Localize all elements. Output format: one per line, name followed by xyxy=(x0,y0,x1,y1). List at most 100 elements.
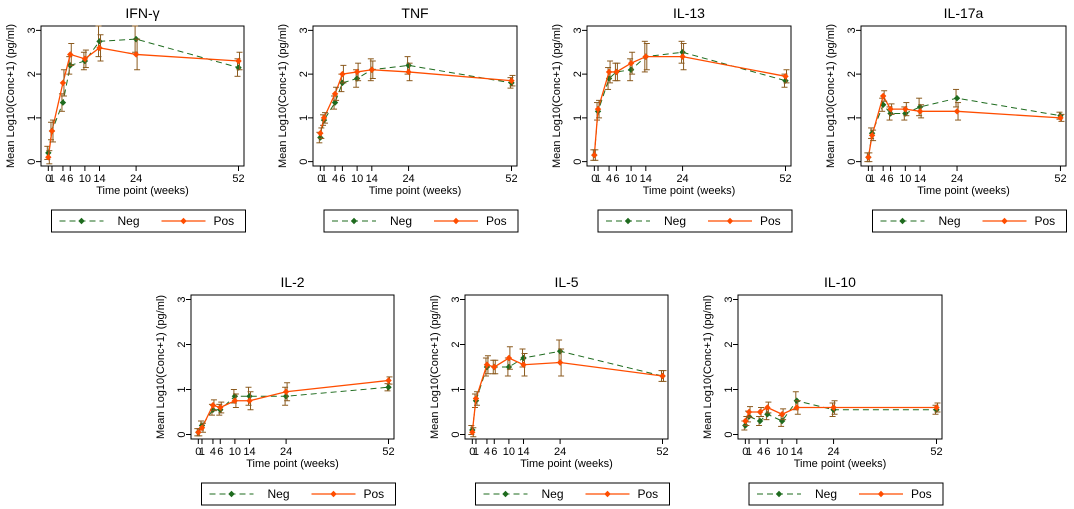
legend-pos-label: Pos xyxy=(760,214,781,228)
data-point-pos xyxy=(756,408,764,416)
y-tick-label: 3 xyxy=(176,296,188,302)
plot-frame xyxy=(464,294,669,440)
legend-neg-label: Neg xyxy=(118,214,140,228)
y-tick-label: 2 xyxy=(176,341,188,347)
y-tick-label: 1 xyxy=(26,115,38,121)
series-line-neg xyxy=(471,350,663,431)
x-tick-label: 24 xyxy=(951,173,963,185)
data-point-pos xyxy=(67,51,74,58)
series-line-pos xyxy=(319,69,512,134)
x-tick-label: 24 xyxy=(827,446,839,458)
x-tick-label: 0 xyxy=(45,173,51,185)
series-line-neg xyxy=(319,64,512,138)
x-tick-label: 4 xyxy=(757,446,763,458)
x-tick-label: 14 xyxy=(914,173,926,185)
y-tick-label: 2 xyxy=(450,341,462,347)
legend-pos-marker xyxy=(726,217,734,225)
data-point-pos xyxy=(195,429,202,436)
x-tick-label: 6 xyxy=(491,446,497,458)
data-point-pos xyxy=(778,411,786,418)
x-tick-label: 24 xyxy=(402,173,414,185)
data-point-pos xyxy=(627,59,635,67)
y-tick-label: 0 xyxy=(26,159,38,165)
data-point-pos xyxy=(469,429,476,436)
data-point-pos xyxy=(505,354,513,362)
legend-box xyxy=(323,209,519,233)
data-point-neg xyxy=(235,64,242,71)
data-point-pos xyxy=(491,363,498,371)
data-point-pos xyxy=(782,73,789,80)
legend-pos-label: Pos xyxy=(486,214,507,228)
y-tick-label: 1 xyxy=(176,386,188,392)
legend-neg-label: Neg xyxy=(268,487,290,501)
data-point-pos xyxy=(591,151,598,159)
series-line-neg xyxy=(197,386,389,433)
data-point-neg xyxy=(505,363,513,371)
y-axis-label: Mean Log10(Conc+1) (pg/ml) xyxy=(5,24,17,168)
y-tick-label: 0 xyxy=(572,159,584,165)
plot-frame xyxy=(190,294,395,440)
y-tick-label: 2 xyxy=(298,71,310,77)
panel-title: IL-13 xyxy=(673,5,705,21)
data-point-pos xyxy=(235,57,242,65)
panel-title: IL-5 xyxy=(554,274,578,290)
data-point-pos xyxy=(868,132,876,139)
plot-frame xyxy=(737,294,943,440)
x-tick-label: 52 xyxy=(1054,173,1066,185)
x-tick-label: 14 xyxy=(791,446,803,458)
data-point-pos xyxy=(48,127,56,135)
data-point-pos xyxy=(679,53,686,60)
x-tick-label: 10 xyxy=(899,173,911,185)
y-axis-label: Mean Log10(Conc+1) (pg/ml) xyxy=(702,295,714,439)
x-tick-label: 6 xyxy=(67,173,73,185)
data-point-neg xyxy=(385,384,392,391)
x-tick-label: 14 xyxy=(243,446,255,458)
y-tick-label: 2 xyxy=(846,71,858,77)
y-tick-label: 0 xyxy=(450,431,462,437)
legend-pos-marker xyxy=(180,217,187,225)
data-point-neg xyxy=(902,110,909,117)
legend-pos-marker xyxy=(330,490,337,498)
data-point-pos xyxy=(353,68,361,76)
x-tick-label: 10 xyxy=(229,446,241,458)
data-point-pos xyxy=(830,404,837,411)
data-point-pos xyxy=(594,105,602,113)
x-tick-label: 10 xyxy=(625,173,637,185)
legend: Neg Pos xyxy=(323,209,519,233)
x-tick-label: 4 xyxy=(332,173,338,185)
y-tick-label: 1 xyxy=(572,115,584,121)
x-tick-label: 52 xyxy=(232,173,244,185)
legend-neg-marker xyxy=(78,217,85,225)
data-point-pos xyxy=(1057,114,1064,122)
x-tick-label: 24 xyxy=(554,446,566,458)
series-line-neg xyxy=(744,400,937,426)
y-tick-label: 3 xyxy=(298,27,310,33)
y-tick-label: 0 xyxy=(846,159,858,165)
data-point-neg xyxy=(679,49,686,56)
plot-frame xyxy=(40,25,245,167)
x-tick-label: 10 xyxy=(351,173,363,185)
x-tick-label: 10 xyxy=(776,446,788,458)
legend-pos-marker xyxy=(1001,217,1008,225)
data-point-pos xyxy=(953,108,961,115)
x-tick-label: 52 xyxy=(505,173,517,185)
data-point-neg xyxy=(879,101,887,108)
y-tick-label: 3 xyxy=(846,27,858,33)
data-point-neg xyxy=(59,99,67,106)
data-point-neg xyxy=(96,38,103,45)
data-point-neg xyxy=(887,110,894,117)
data-point-pos xyxy=(132,51,140,58)
data-point-pos xyxy=(605,68,613,76)
x-tick-label: 4 xyxy=(210,446,216,458)
x-tick-label: 1 xyxy=(199,446,205,458)
series-line-neg xyxy=(867,97,1061,158)
x-tick-label: 6 xyxy=(887,173,893,185)
y-tick-label: 3 xyxy=(450,296,462,302)
plot-frame xyxy=(312,25,518,167)
panel-title: IL-17a xyxy=(944,5,984,21)
data-point-pos xyxy=(508,77,515,84)
data-point-pos xyxy=(887,105,894,113)
y-tick-label: 1 xyxy=(450,386,462,392)
